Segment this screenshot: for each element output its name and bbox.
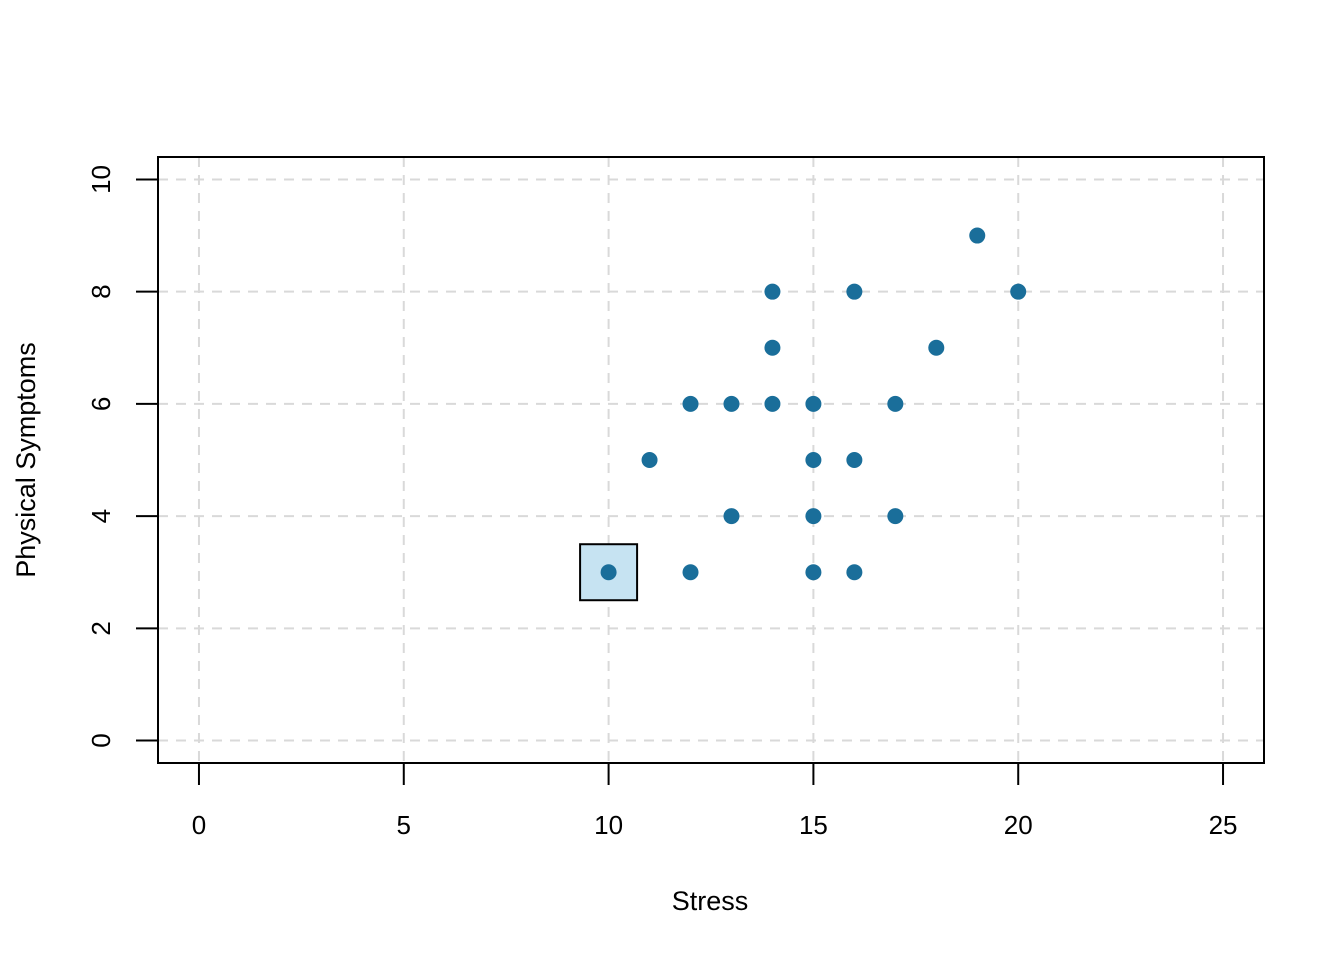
x-tick-label: 0	[192, 810, 206, 840]
x-tick-label: 25	[1209, 810, 1238, 840]
data-point	[764, 395, 781, 412]
x-tick-label: 10	[594, 810, 623, 840]
data-point	[805, 564, 822, 581]
y-tick-label: 8	[86, 284, 116, 298]
data-point	[600, 564, 617, 581]
data-point	[805, 508, 822, 525]
data-point	[764, 283, 781, 300]
data-point	[641, 452, 658, 468]
y-tick-label: 10	[86, 165, 116, 194]
y-axis: 0 2 4 6 8 10	[86, 165, 159, 748]
data-point	[846, 283, 863, 300]
data-point	[682, 564, 699, 581]
data-point	[682, 395, 699, 412]
data-point	[846, 452, 863, 468]
x-tick-label: 5	[397, 810, 411, 840]
y-tick-label: 4	[86, 509, 116, 523]
data-point	[969, 227, 986, 244]
y-axis-label: Physical Symptoms	[11, 342, 41, 578]
x-tick-label: 15	[799, 810, 828, 840]
data-point	[723, 508, 740, 525]
data-point	[805, 395, 822, 412]
x-tick-label: 20	[1004, 810, 1033, 840]
y-tick-label: 6	[86, 397, 116, 411]
plot-frame	[157, 156, 1265, 764]
x-axis-label: Stress	[672, 886, 749, 916]
x-axis: 0 5 10 15 20 25	[192, 762, 1238, 840]
data-point	[887, 508, 904, 525]
data-point	[723, 395, 740, 412]
data-point	[887, 395, 904, 412]
data-point	[1010, 283, 1027, 300]
y-tick-label: 2	[86, 621, 116, 635]
data-points	[600, 227, 1027, 581]
y-tick-label: 0	[86, 733, 116, 747]
data-point	[928, 339, 945, 356]
grid-lines	[158, 157, 1264, 763]
data-point	[805, 452, 822, 468]
data-point	[846, 564, 863, 581]
data-point	[764, 339, 781, 356]
